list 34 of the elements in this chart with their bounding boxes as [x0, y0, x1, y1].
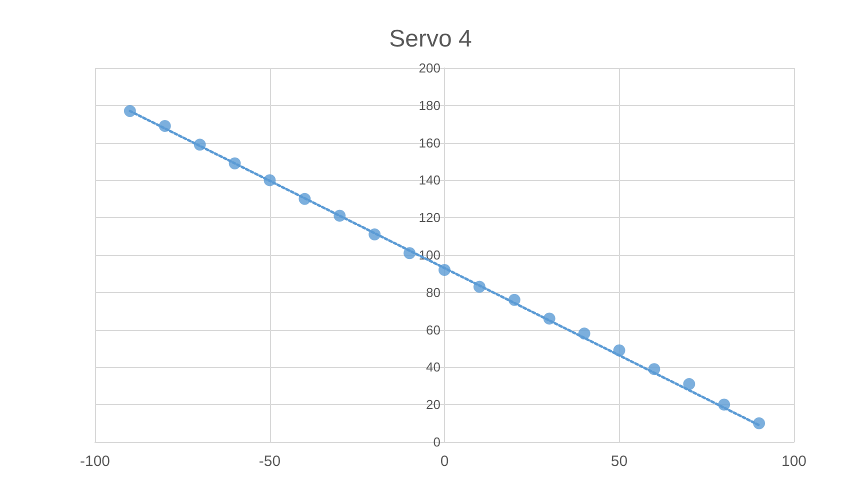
point [124, 105, 136, 118]
point [404, 247, 416, 260]
y-tick-label: 0 [433, 434, 440, 450]
y-tick-label: 180 [418, 98, 440, 113]
y-tick-label: 40 [426, 360, 440, 375]
point [158, 120, 171, 132]
point [683, 378, 696, 390]
y-tick-label: 120 [418, 210, 440, 226]
x-tick-label: -50 [258, 453, 281, 470]
y-tick-label: 160 [418, 135, 440, 150]
point [613, 344, 626, 356]
y-tick-label: 20 [426, 397, 440, 412]
point [228, 157, 241, 170]
chart-title: Servo 4 [389, 26, 472, 52]
y-tick-label: 140 [418, 172, 440, 188]
point [334, 210, 346, 222]
point [578, 328, 590, 340]
point [473, 280, 486, 293]
point [264, 174, 276, 186]
point [543, 312, 556, 325]
x-tick-label: 100 [781, 453, 807, 470]
y-tick-label: 80 [426, 284, 440, 300]
y-tick-label: 200 [418, 60, 440, 76]
point [753, 417, 766, 430]
point [438, 264, 450, 276]
x-tick-label: -100 [80, 453, 110, 470]
point [298, 192, 311, 205]
point [648, 363, 660, 376]
point [508, 294, 520, 306]
point [368, 228, 381, 240]
point [194, 138, 206, 151]
x-tick-label: 50 [610, 453, 628, 470]
y-tick-label: 60 [426, 322, 440, 338]
point [718, 398, 730, 411]
